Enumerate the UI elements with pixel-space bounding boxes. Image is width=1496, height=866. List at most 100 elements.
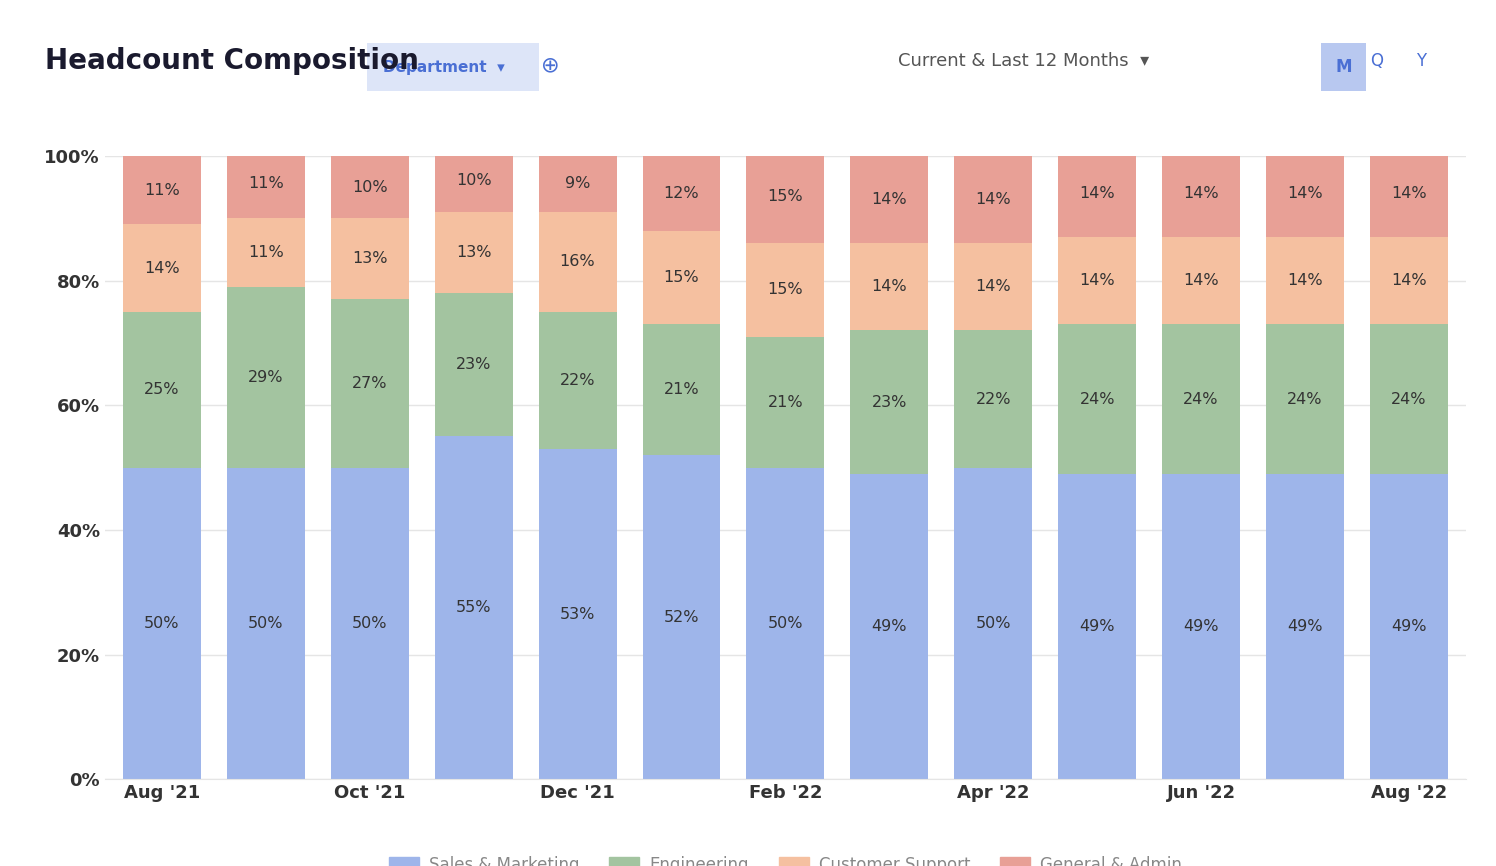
- Bar: [1162, 324, 1240, 474]
- Bar: [642, 230, 721, 324]
- Bar: [1058, 150, 1135, 237]
- Text: 9%: 9%: [565, 177, 591, 191]
- Text: 15%: 15%: [767, 189, 803, 204]
- Text: 10%: 10%: [352, 179, 387, 195]
- Bar: [1266, 324, 1343, 474]
- Text: 14%: 14%: [872, 280, 907, 294]
- Bar: [1162, 474, 1240, 779]
- Bar: [227, 150, 305, 218]
- Text: 16%: 16%: [560, 255, 595, 269]
- Bar: [331, 468, 408, 779]
- Text: 14%: 14%: [1287, 186, 1322, 201]
- Bar: [331, 156, 408, 218]
- Bar: [642, 324, 721, 456]
- Text: 52%: 52%: [664, 610, 699, 624]
- FancyBboxPatch shape: [358, 41, 548, 94]
- Text: 12%: 12%: [664, 186, 699, 201]
- Text: 14%: 14%: [1183, 273, 1219, 288]
- Bar: [850, 243, 929, 331]
- Text: 24%: 24%: [1183, 391, 1219, 406]
- Bar: [1058, 237, 1135, 324]
- Text: 24%: 24%: [1391, 391, 1427, 406]
- Bar: [954, 468, 1032, 779]
- Text: 21%: 21%: [767, 395, 803, 410]
- Bar: [331, 300, 408, 468]
- Bar: [1370, 150, 1448, 237]
- Text: 14%: 14%: [1391, 273, 1427, 288]
- Text: 21%: 21%: [664, 382, 699, 397]
- Text: 49%: 49%: [872, 619, 907, 634]
- Bar: [539, 449, 616, 779]
- Bar: [747, 468, 824, 779]
- Bar: [435, 293, 513, 436]
- Text: 49%: 49%: [1183, 619, 1219, 634]
- Text: 49%: 49%: [1287, 619, 1322, 634]
- Text: 24%: 24%: [1080, 391, 1115, 406]
- Bar: [227, 468, 305, 779]
- Text: 15%: 15%: [664, 270, 699, 285]
- Bar: [1058, 474, 1135, 779]
- Bar: [539, 156, 616, 212]
- Bar: [435, 212, 513, 293]
- Bar: [1266, 474, 1343, 779]
- Text: 14%: 14%: [975, 280, 1011, 294]
- Text: 15%: 15%: [767, 282, 803, 297]
- Bar: [539, 312, 616, 449]
- Bar: [1162, 150, 1240, 237]
- Text: 13%: 13%: [456, 245, 491, 260]
- Bar: [1058, 324, 1135, 474]
- Bar: [123, 156, 200, 224]
- Text: 14%: 14%: [1391, 186, 1427, 201]
- Bar: [1162, 237, 1240, 324]
- Legend: Sales & Marketing, Engineering, Customer Support, General & Admin: Sales & Marketing, Engineering, Customer…: [389, 856, 1182, 866]
- Text: 50%: 50%: [352, 616, 387, 631]
- Text: 13%: 13%: [352, 251, 387, 266]
- Bar: [850, 156, 929, 243]
- Text: 14%: 14%: [975, 192, 1011, 207]
- Text: 11%: 11%: [248, 177, 284, 191]
- Text: 25%: 25%: [144, 382, 180, 397]
- Bar: [747, 150, 824, 243]
- Bar: [123, 468, 200, 779]
- Bar: [1370, 474, 1448, 779]
- Text: 53%: 53%: [560, 607, 595, 622]
- Bar: [435, 436, 513, 779]
- Bar: [954, 156, 1032, 243]
- Text: 14%: 14%: [1079, 273, 1115, 288]
- Text: 29%: 29%: [248, 370, 284, 385]
- Bar: [1370, 237, 1448, 324]
- Text: 14%: 14%: [872, 192, 907, 207]
- Text: M: M: [1334, 58, 1352, 76]
- Text: 14%: 14%: [1287, 273, 1322, 288]
- Text: 11%: 11%: [248, 245, 284, 260]
- Bar: [123, 312, 200, 468]
- Text: 50%: 50%: [144, 616, 180, 631]
- Bar: [227, 218, 305, 287]
- Bar: [331, 218, 408, 300]
- Text: 11%: 11%: [144, 183, 180, 197]
- Text: 50%: 50%: [975, 616, 1011, 631]
- Text: 49%: 49%: [1080, 619, 1115, 634]
- Text: 22%: 22%: [560, 373, 595, 388]
- Text: 55%: 55%: [456, 600, 491, 616]
- Text: 50%: 50%: [248, 616, 284, 631]
- Text: 10%: 10%: [456, 173, 492, 188]
- Bar: [642, 156, 721, 230]
- Bar: [850, 474, 929, 779]
- Bar: [850, 331, 929, 474]
- Text: Headcount Composition: Headcount Composition: [45, 47, 419, 74]
- Text: Department  ▾: Department ▾: [383, 60, 504, 74]
- Bar: [747, 337, 824, 468]
- Bar: [539, 212, 616, 312]
- Bar: [435, 150, 513, 212]
- Text: Q: Q: [1370, 52, 1382, 69]
- Text: 14%: 14%: [1079, 186, 1115, 201]
- Bar: [747, 243, 824, 337]
- Text: Y: Y: [1417, 52, 1426, 69]
- Text: 14%: 14%: [144, 261, 180, 275]
- Text: 27%: 27%: [352, 376, 387, 391]
- Bar: [227, 287, 305, 468]
- Text: Current & Last 12 Months  ▾: Current & Last 12 Months ▾: [898, 52, 1149, 69]
- Text: 49%: 49%: [1391, 619, 1427, 634]
- Bar: [642, 456, 721, 779]
